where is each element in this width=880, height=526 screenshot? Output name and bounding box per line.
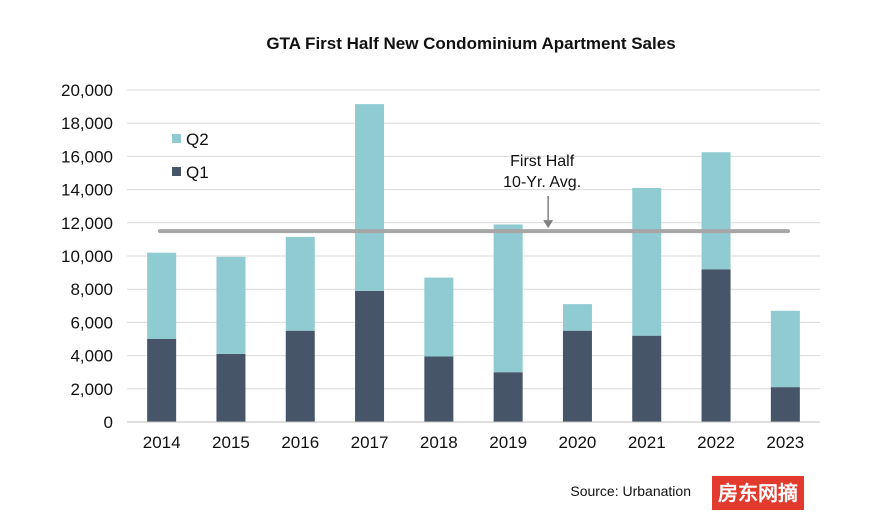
legend: Q2 Q1 xyxy=(172,130,209,182)
bar-q1-2023 xyxy=(770,387,800,422)
bar-q1-2015 xyxy=(216,353,246,422)
bar-q2-2018 xyxy=(424,277,454,357)
y-tick-label: 14,000 xyxy=(61,181,113,200)
y-tick-label: 0 xyxy=(104,413,113,432)
bar-q1-2020 xyxy=(562,330,592,422)
x-tick-label: 2016 xyxy=(281,433,319,452)
x-tick-label: 2022 xyxy=(697,433,735,452)
y-axis: 0 2,000 4,000 6,000 8,000 10,000 12,000 14,000 1… xyxy=(61,81,113,432)
bar-q2-2022 xyxy=(701,152,731,270)
watermark: 房东网摘 xyxy=(712,476,804,510)
bar-q2-2017 xyxy=(355,104,385,291)
bar-q1-2021 xyxy=(632,335,662,422)
x-tick-label: 2023 xyxy=(766,433,804,452)
watermark-text: 房东网摘 xyxy=(718,481,798,505)
watermark-background xyxy=(712,476,804,510)
y-tick-label: 20,000 xyxy=(61,81,113,100)
legend-swatch-q2 xyxy=(172,134,181,143)
x-tick-label: 2015 xyxy=(212,433,250,452)
reference-label-line1: First Half xyxy=(510,153,575,170)
x-tick-label: 2021 xyxy=(628,433,666,452)
bar-q2-2021 xyxy=(632,187,662,336)
x-tick-label: 2017 xyxy=(351,433,389,452)
bars-layer xyxy=(147,104,800,422)
y-tick-label: 4,000 xyxy=(70,347,113,366)
x-tick-label: 2020 xyxy=(559,433,597,452)
legend-swatch-q1 xyxy=(172,167,181,176)
chart-title: GTA First Half New Condominium Apartment… xyxy=(266,34,675,53)
bar-q1-2022 xyxy=(701,269,731,422)
bar-q1-2016 xyxy=(285,330,315,422)
x-tick-label: 2014 xyxy=(143,433,181,452)
legend-label-q1: Q1 xyxy=(186,163,209,182)
y-tick-label: 8,000 xyxy=(70,280,113,299)
bar-q2-2014 xyxy=(147,252,177,339)
bar-q2-2023 xyxy=(770,310,800,388)
y-tick-label: 18,000 xyxy=(61,114,113,133)
bar-q1-2014 xyxy=(147,339,177,422)
reference-line-group: First Half 10-Yr. Avg. xyxy=(158,153,790,234)
bar-q2-2016 xyxy=(285,236,315,331)
x-tick-label: 2018 xyxy=(420,433,458,452)
legend-label-q2: Q2 xyxy=(186,130,209,149)
y-tick-label: 6,000 xyxy=(70,313,113,332)
bar-q2-2020 xyxy=(562,304,592,331)
bar-q2-2015 xyxy=(216,256,246,354)
bar-q1-2017 xyxy=(355,290,385,422)
y-tick-label: 2,000 xyxy=(70,380,113,399)
source-label: Source: Urbanation xyxy=(570,483,691,499)
bar-q1-2018 xyxy=(424,356,454,422)
x-axis: 2014 2015 2016 2017 2018 2019 2020 2021 2022 2023 xyxy=(127,421,820,452)
bar-q1-2019 xyxy=(493,372,523,422)
bar-q2-2019 xyxy=(493,224,523,373)
reference-arrow-head xyxy=(543,220,554,229)
y-tick-label: 10,000 xyxy=(61,247,113,266)
y-tick-label: 16,000 xyxy=(61,147,113,166)
reference-label-line2: 10-Yr. Avg. xyxy=(503,174,581,191)
x-tick-label: 2019 xyxy=(489,433,527,452)
y-tick-label: 12,000 xyxy=(61,214,113,233)
